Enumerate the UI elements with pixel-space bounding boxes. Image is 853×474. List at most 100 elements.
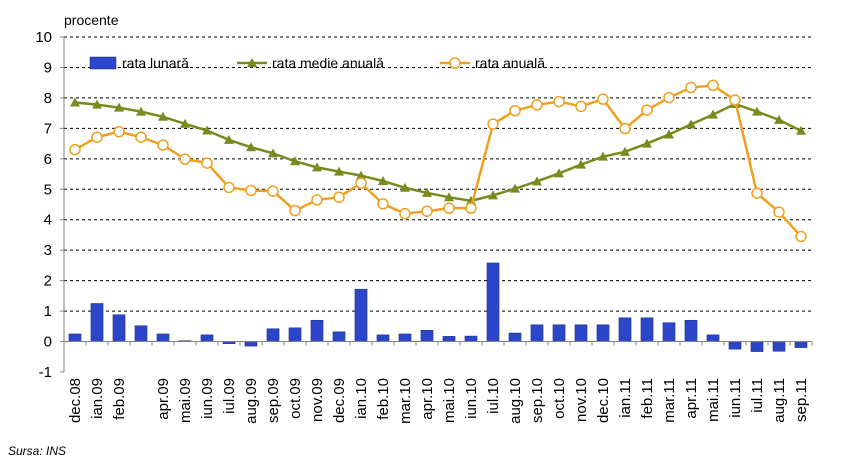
x-tick-label: dec.08: [67, 378, 84, 423]
triangle-marker: [180, 118, 190, 128]
triangle-marker: [202, 125, 212, 135]
triangle-marker: [136, 106, 146, 116]
triangle-marker: [290, 156, 300, 166]
triangle-marker: [510, 183, 520, 193]
triangle-marker: [444, 192, 454, 202]
y-tick-label: 3: [44, 242, 52, 259]
source-note: Sursa: INS: [8, 444, 67, 458]
grid: [64, 36, 812, 312]
circle-marker: [135, 131, 147, 143]
triangle-marker: [356, 170, 366, 180]
circle-marker: [289, 204, 301, 217]
x-tick-label: mai.11: [705, 378, 722, 422]
y-tick-label: 2: [44, 273, 52, 290]
circle-marker: [795, 230, 807, 243]
x-tick-label: nov.09: [309, 378, 326, 422]
circle-marker: [113, 125, 125, 138]
circle-marker: [685, 81, 697, 94]
bar: [332, 331, 346, 342]
triangle-marker: [334, 166, 344, 176]
bar: [244, 341, 258, 347]
x-tick-label: mar.11: [661, 378, 678, 423]
circle-marker: [333, 191, 345, 203]
bar: [288, 327, 302, 342]
bar: [112, 314, 126, 342]
circle-marker: [443, 202, 455, 214]
triangle-marker: [642, 138, 652, 148]
circle-marker: [399, 207, 411, 220]
triangle-marker: [554, 168, 564, 178]
legend-circle-marker: [449, 57, 461, 69]
triangle-marker: [598, 151, 608, 161]
triangle-marker: [752, 106, 762, 116]
triangle-marker: [774, 114, 784, 124]
x-tick-label: mai.09: [177, 378, 194, 423]
x-tick-label: aug.10: [507, 378, 524, 424]
bar: [376, 334, 390, 342]
bar: [398, 333, 412, 342]
triangle-marker: [224, 134, 234, 144]
x-tick-label: iul.10: [485, 378, 502, 414]
triangle-marker: [422, 187, 432, 197]
y-tick-label: 0: [44, 334, 52, 351]
line-series: [69, 79, 807, 243]
bar: [442, 336, 456, 342]
y-tick-label: 10: [35, 29, 52, 46]
x-tick-labels: dec.08 ian.09 feb.09 apr.09 mai.09 iun.09 iul.…: [67, 378, 810, 424]
circle-marker: [377, 198, 389, 210]
triangle-marker: [400, 182, 410, 192]
x-tick-label: ian.10: [353, 378, 370, 419]
circle-marker: [223, 181, 235, 194]
legend-triangle-marker: [247, 58, 257, 67]
y-tick-label: 7: [44, 120, 52, 137]
triangle-marker: [378, 176, 388, 186]
bar: [156, 333, 170, 342]
series-line: [74, 84, 802, 238]
y-tick-label: 4: [44, 212, 52, 229]
triangle-marker: [620, 146, 630, 156]
x-tick-label: sep.09: [265, 378, 282, 423]
y-tick-labels: -1 0 1 2 3 4 5 6 7 8 9 10: [35, 29, 52, 381]
bar: [310, 319, 324, 342]
legend-label: rata anuală: [475, 55, 545, 71]
x-tick-label: sep.11: [793, 378, 810, 422]
triangle-marker: [576, 159, 586, 169]
bar: [618, 317, 632, 342]
bar: [200, 334, 214, 342]
triangle-marker: [686, 119, 696, 129]
bar: [134, 325, 148, 342]
bar: [420, 330, 434, 342]
triangle-marker: [708, 109, 718, 119]
x-tick-label: sep.10: [529, 378, 546, 423]
legend-bar-swatch: [89, 56, 117, 70]
bar: [552, 324, 566, 342]
bar: [508, 332, 522, 342]
circle-marker: [421, 205, 433, 217]
series-line: [74, 101, 802, 203]
circle-marker: [751, 187, 763, 199]
triangle-marker: [532, 176, 542, 186]
circle-marker: [729, 94, 741, 106]
bar: [728, 341, 742, 350]
triangle-marker: [70, 97, 80, 107]
x-tick-label: dec.10: [595, 378, 612, 423]
circle-marker: [553, 95, 565, 108]
triangle-marker: [488, 190, 498, 200]
x-tick-label: oct.09: [287, 378, 304, 419]
triangle-marker: [664, 129, 674, 139]
x-tick-label: ian.11: [617, 378, 634, 418]
circle-marker: [465, 202, 477, 214]
circle-marker: [773, 206, 785, 218]
bar: [68, 333, 82, 342]
circle-marker: [179, 153, 191, 165]
bar: [684, 319, 698, 342]
circle-marker: [575, 100, 587, 113]
x-tick-label: mai.10: [441, 378, 458, 423]
x-tick-label: feb.10: [375, 378, 392, 420]
x-tick-label: oct.10: [551, 378, 568, 419]
triangle-marker: [312, 162, 322, 172]
x-tick-label: apr.09: [155, 378, 172, 420]
triangle-marker: [796, 125, 806, 135]
bar: [596, 324, 610, 342]
x-tick-label: mar.10: [397, 378, 414, 424]
